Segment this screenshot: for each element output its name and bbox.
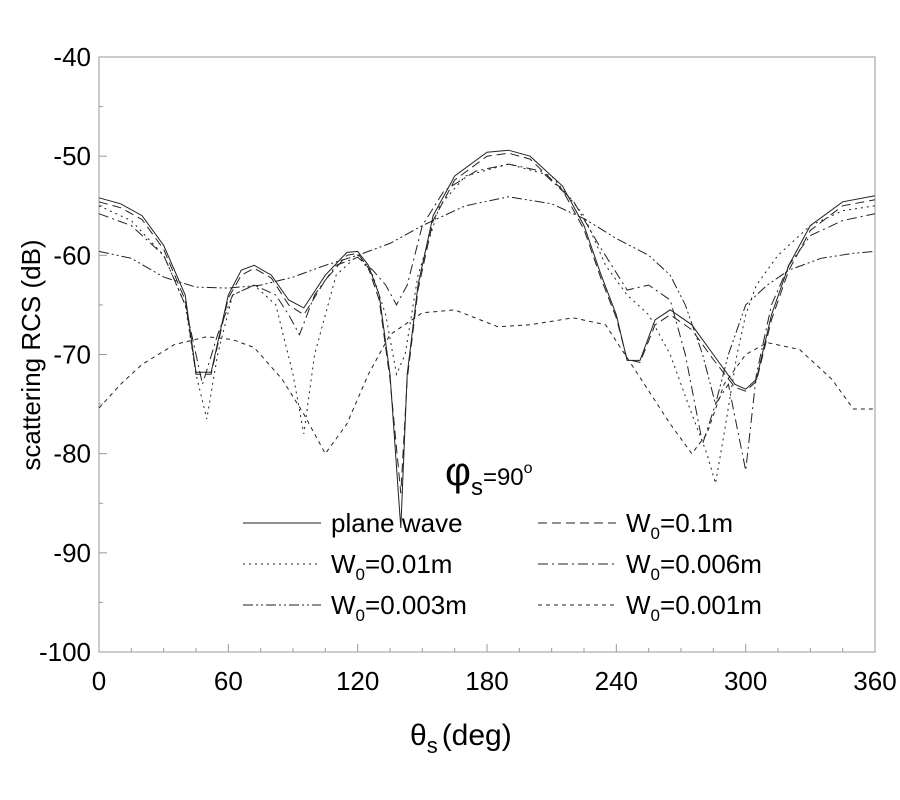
legend-label-main: W <box>626 549 651 579</box>
legend-label: W0=0.006m <box>626 549 762 584</box>
y-tick-label: -70 <box>53 340 91 370</box>
x-axis-label: θs (deg) <box>410 719 512 758</box>
legend-label-main: W <box>626 590 651 620</box>
ticks: 0 60 120 180 240 300 360 -40 -50 -60 -70 -80 -90 -100 <box>39 42 897 696</box>
y-tick-label: -80 <box>53 439 91 469</box>
legend-label: plane wave <box>331 508 463 538</box>
x-tick-label: 240 <box>595 666 638 696</box>
legend-label-sub: 0 <box>356 565 365 584</box>
y-tick-label: -100 <box>39 637 91 667</box>
series-line-plane-wave <box>98 149 876 529</box>
phi-annotation: φs=90o <box>445 450 533 501</box>
y-tick-label: -50 <box>53 141 91 171</box>
series-line-w0-0-01m <box>98 163 876 484</box>
x-tick-label: 60 <box>214 666 243 696</box>
phi-degree: o <box>524 460 533 477</box>
legend-label: W0=0.003m <box>331 590 467 625</box>
legend-label-sub: 0 <box>651 606 660 625</box>
x-tick-label: 180 <box>465 666 508 696</box>
phi-sub: s <box>471 474 483 501</box>
x-axis-symbol: θ <box>410 719 427 752</box>
series-group <box>98 149 876 529</box>
series-line-w0-0-001m <box>98 309 875 455</box>
legend-label-sub: 0 <box>651 524 660 543</box>
x-tick-label: 0 <box>92 666 106 696</box>
legend-label: W0=0.1m <box>626 508 733 543</box>
legend-label-main: W <box>331 549 356 579</box>
legend-label-main: W <box>626 508 651 538</box>
legend-label-rest: =0.001m <box>660 590 762 620</box>
legend-label-sub: 0 <box>651 565 660 584</box>
x-axis-sub: s <box>427 733 438 758</box>
x-tick-label: 360 <box>853 666 896 696</box>
y-tick-label: -40 <box>53 42 91 72</box>
x-tick-label: 120 <box>336 666 379 696</box>
series-line-w0-0-006m <box>98 163 876 471</box>
series-line-w0-0-003m <box>98 196 876 407</box>
phi-symbol: φ <box>445 450 471 494</box>
legend-label-main: W <box>331 590 356 620</box>
phi-value: =90 <box>483 464 524 491</box>
series-line-w0-0-1m <box>98 152 876 494</box>
y-tick-label: -60 <box>53 240 91 270</box>
legend-label-rest: =0.006m <box>660 549 762 579</box>
y-axis-label: scattering RCS (dB) <box>16 239 46 470</box>
x-tick-label: 300 <box>724 666 767 696</box>
legend-label-rest: =0.01m <box>365 549 452 579</box>
legend-label: W0=0.01m <box>331 549 452 584</box>
legend-label-sub: 0 <box>356 606 365 625</box>
x-axis-unit: (deg) <box>442 719 512 752</box>
y-tick-label: -90 <box>53 538 91 568</box>
legend-label: W0=0.001m <box>626 590 762 625</box>
legend-label-rest: =0.1m <box>660 508 733 538</box>
legend-label-main: plane wave <box>331 508 463 538</box>
legend-label-rest: =0.003m <box>365 590 467 620</box>
